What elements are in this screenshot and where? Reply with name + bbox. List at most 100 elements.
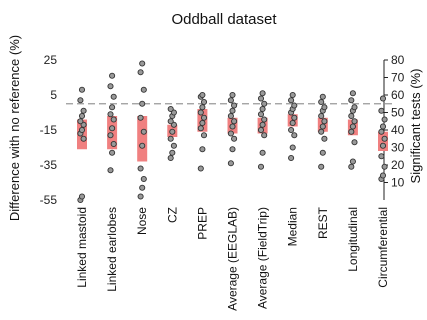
left-axis: -55 -35 -15 5 25 [40, 53, 58, 207]
data-point [167, 154, 174, 162]
data-point [77, 97, 84, 104]
data-point [137, 193, 144, 200]
data-point [200, 132, 208, 139]
data-point [349, 158, 356, 165]
data-point [378, 153, 385, 160]
category-labels: Linked mastoid Linked earlobes Nose CZ PREP A… [75, 206, 390, 310]
data-point [261, 116, 268, 123]
data-point [139, 60, 146, 67]
data-point [351, 104, 358, 111]
data-point [227, 97, 234, 104]
bar [137, 116, 148, 162]
data-point [110, 116, 117, 123]
data-point [349, 90, 356, 97]
data-point [318, 112, 325, 120]
data-point [381, 135, 388, 142]
data-point [109, 104, 116, 111]
data-point [319, 93, 326, 100]
category-label: Linked mastoid [75, 207, 89, 288]
data-point [227, 130, 234, 137]
data-point [199, 119, 206, 127]
category-label: PREP [195, 207, 209, 240]
data-point [167, 118, 174, 125]
data-point [167, 135, 174, 142]
data-point [291, 102, 298, 109]
data-point [140, 86, 147, 93]
data-point [348, 97, 355, 104]
category-label: Nose [135, 207, 149, 235]
data-point [109, 72, 116, 79]
data-point [318, 98, 325, 106]
data-point [379, 95, 387, 102]
data-point [348, 163, 355, 170]
data-point [107, 83, 114, 90]
data-point [199, 146, 206, 153]
right-tick-label: 50 [391, 106, 405, 120]
data-point [257, 126, 265, 134]
right-tick-label: 80 [391, 53, 405, 67]
data-point [140, 128, 147, 135]
data-point [170, 142, 177, 149]
data-point [169, 128, 176, 135]
data-point [348, 112, 355, 120]
data-point [167, 105, 174, 113]
category-label: Median [286, 207, 300, 246]
data-point [291, 114, 298, 121]
right-tick-label: 20 [391, 158, 405, 172]
chart-title: Oddball dataset [171, 11, 277, 28]
data-point [80, 135, 87, 142]
data-point [348, 128, 355, 135]
data-point [78, 86, 86, 93]
data-point [78, 193, 86, 200]
data-point [289, 144, 296, 151]
data-point [137, 165, 144, 172]
y-axis-label-right: Significant tests (%) [408, 69, 423, 184]
category-label: Average (EEGLAB) [226, 207, 240, 311]
data-point [378, 128, 385, 135]
data-point [349, 123, 356, 130]
y-axis-label-left: Difference with no reference (%) [7, 35, 22, 221]
data-point [318, 163, 325, 170]
data-point [257, 111, 265, 118]
data-point [319, 123, 326, 130]
data-point [351, 139, 358, 146]
category-label: Linked earlobes [105, 207, 119, 292]
data-point [109, 149, 116, 156]
data-point [200, 98, 208, 106]
y-tick-label: 5 [50, 88, 57, 102]
data-point [379, 172, 387, 179]
data-point [107, 132, 114, 139]
data-point [259, 90, 266, 97]
right-tick-label: 10 [391, 176, 405, 190]
data-point [139, 142, 146, 149]
right-axis: 10 20 30 40 50 60 70 80 [383, 53, 405, 200]
bar [378, 131, 388, 151]
data-point [231, 118, 238, 125]
data-point [227, 160, 234, 167]
data-point [110, 93, 117, 100]
data-point [229, 123, 236, 130]
data-point [109, 125, 116, 132]
data-point [110, 140, 117, 148]
data-point [288, 126, 295, 134]
bar [107, 116, 118, 150]
data-point [261, 132, 268, 139]
y-tick-label: -15 [40, 123, 58, 137]
data-point [381, 163, 388, 170]
data-point [289, 119, 296, 127]
data-point [319, 149, 326, 156]
category-label: Average (FieldTrip) [256, 207, 270, 309]
data-point [139, 100, 146, 107]
data-point [378, 107, 385, 114]
data-point [318, 128, 325, 135]
right-tick-label: 70 [391, 71, 405, 85]
data-point [379, 123, 387, 130]
data-point [351, 118, 358, 125]
data-point [291, 132, 298, 139]
data-point [78, 112, 86, 120]
data-point [257, 95, 265, 102]
data-point [77, 118, 84, 125]
data-point [257, 163, 265, 170]
right-tick-label: 40 [391, 123, 405, 137]
